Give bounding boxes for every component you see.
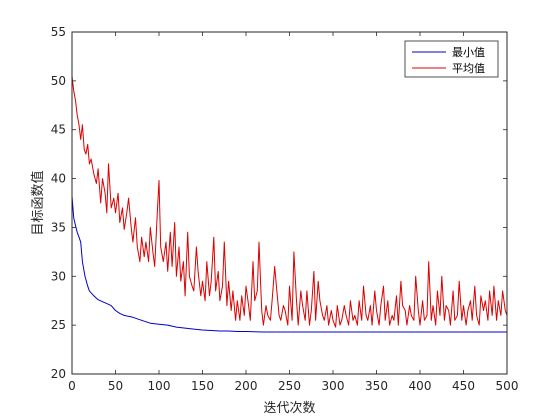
x-tick-label: 350 — [365, 379, 388, 393]
y-tick-label: 25 — [51, 318, 66, 332]
y-tick-label: 30 — [51, 269, 66, 283]
x-tick-label: 500 — [496, 379, 519, 393]
series-line-min — [71, 196, 507, 333]
series-line-mean — [71, 75, 508, 328]
y-tick-label: 20 — [51, 367, 66, 381]
x-tick-label: 50 — [108, 379, 123, 393]
y-tick-label: 50 — [51, 74, 66, 88]
x-tick-label: 300 — [322, 379, 345, 393]
x-tick-label: 100 — [148, 379, 171, 393]
series-layer — [71, 75, 508, 333]
legend: 最小值 平均值 — [404, 40, 499, 78]
y-axis: 20 25 30 35 40 45 50 55 — [51, 25, 507, 381]
x-tick-label: 150 — [191, 379, 214, 393]
y-tick-label: 45 — [51, 123, 66, 137]
x-tick-label: 200 — [235, 379, 258, 393]
y-tick-label: 55 — [51, 25, 66, 39]
plot-area — [72, 32, 507, 374]
watermark: 掘金技术社区 @ 软件算法开发 — [360, 396, 551, 412]
y-tick-label: 40 — [51, 172, 66, 186]
legend-box — [404, 40, 499, 78]
legend-label-mean: 平均值 — [452, 62, 485, 75]
x-axis-title: 迭代次数 — [263, 400, 315, 416]
x-axis: 0 50 100 150 200 250 300 350 400 450 500 — [68, 32, 518, 393]
x-tick-label: 250 — [278, 379, 301, 393]
y-tick-label: 35 — [51, 220, 66, 234]
x-tick-label: 450 — [452, 379, 475, 393]
x-tick-label: 400 — [409, 379, 432, 393]
legend-label-min: 最小值 — [452, 46, 485, 59]
x-tick-label: 0 — [68, 379, 76, 393]
y-axis-title: 目标函数值 — [30, 170, 46, 235]
